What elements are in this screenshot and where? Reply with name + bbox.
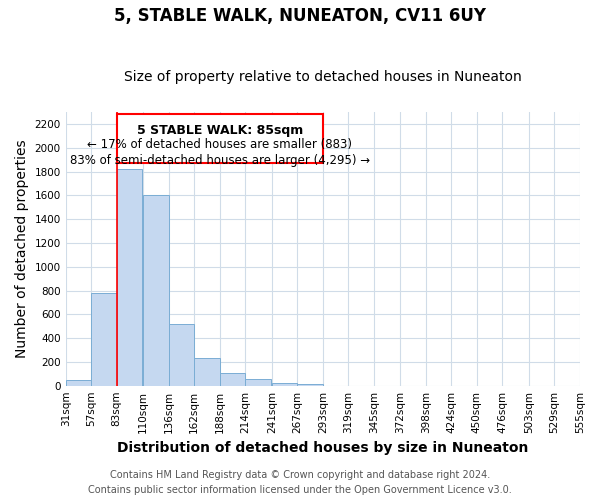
Y-axis label: Number of detached properties: Number of detached properties [15, 140, 29, 358]
Bar [194, 358, 220, 386]
Text: 5, STABLE WALK, NUNEATON, CV11 6UY: 5, STABLE WALK, NUNEATON, CV11 6UY [114, 8, 486, 26]
Bar [143, 196, 169, 386]
Bar [117, 114, 323, 162]
Bar [169, 324, 194, 386]
Bar [117, 168, 142, 386]
Bar [298, 384, 323, 386]
X-axis label: Distribution of detached houses by size in Nuneaton: Distribution of detached houses by size … [117, 441, 529, 455]
Text: ← 17% of detached houses are smaller (883): ← 17% of detached houses are smaller (88… [87, 138, 352, 151]
Text: 83% of semi-detached houses are larger (4,295) →: 83% of semi-detached houses are larger (… [70, 154, 370, 166]
Text: 5 STABLE WALK: 85sqm: 5 STABLE WALK: 85sqm [137, 124, 303, 137]
Text: Contains HM Land Registry data © Crown copyright and database right 2024.
Contai: Contains HM Land Registry data © Crown c… [88, 470, 512, 495]
Title: Size of property relative to detached houses in Nuneaton: Size of property relative to detached ho… [124, 70, 522, 85]
Bar [220, 373, 245, 386]
Bar [272, 382, 298, 386]
Bar [65, 380, 91, 386]
Bar [245, 379, 271, 386]
Bar [91, 294, 117, 386]
